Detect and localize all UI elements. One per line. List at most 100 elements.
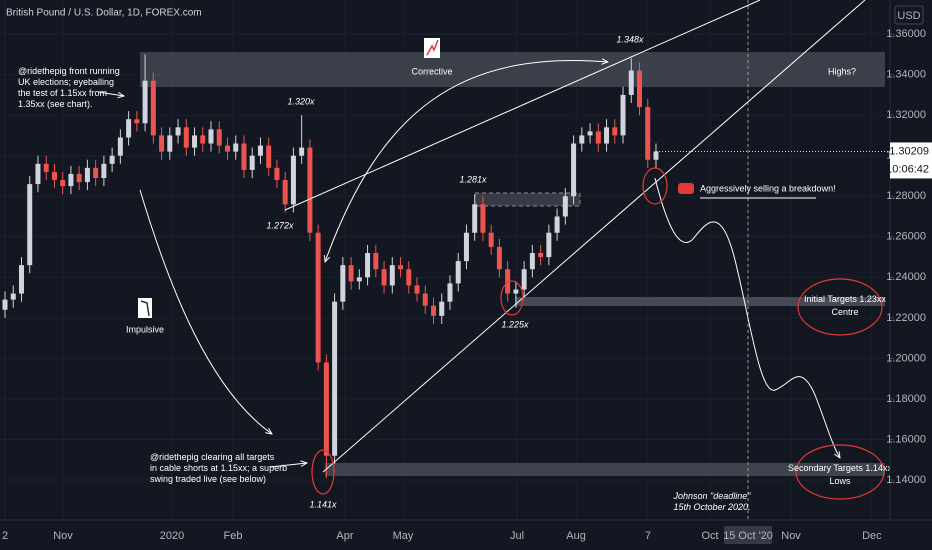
pointer-arrow (269, 463, 307, 468)
candle-body (414, 285, 420, 294)
currency: USD (897, 10, 920, 22)
x-tick-label: Aug (566, 530, 586, 542)
candle-body (554, 216, 560, 233)
icon (138, 298, 152, 318)
candle-body (373, 253, 379, 270)
candle-body (18, 265, 24, 294)
icon (678, 183, 694, 194)
note-line: the test of 1.15xx from (18, 88, 107, 98)
y-tick-label: 1.24000 (886, 271, 926, 283)
candle-body (27, 184, 33, 266)
note-line: @ridethepig front running (18, 66, 120, 76)
y-tick-label: 1.16000 (886, 433, 926, 445)
candle-body (348, 265, 354, 282)
level-label: 1.225x (501, 319, 529, 329)
note: Corrective (411, 66, 452, 76)
candle-body (299, 147, 305, 156)
note-line: swing traded live (see below) (150, 474, 266, 484)
y-tick-label: 1.20000 (886, 352, 926, 364)
candle-body (546, 232, 552, 258)
note-line: Johnson "deadline" (673, 491, 752, 501)
candle-body (620, 94, 626, 136)
candle-body (422, 293, 428, 306)
candle-body (290, 155, 296, 205)
note-line: 1.35xx (see chart). (18, 99, 93, 109)
candle-body (175, 127, 181, 136)
candle-body (266, 145, 272, 168)
note: Highs? (828, 66, 856, 76)
candle-body (595, 131, 601, 144)
candle-body (249, 155, 255, 170)
candle-body (51, 171, 57, 181)
x-tick-label: 2 (2, 530, 8, 542)
note: Initial Targets 1.23xx Centre (804, 294, 886, 317)
icon (426, 39, 439, 56)
candle-body (35, 163, 41, 185)
note-line: Lows (829, 476, 851, 486)
corrective-arrow (325, 61, 608, 262)
candle-body (587, 131, 593, 136)
time-axis (0, 520, 932, 550)
y-tick-label: 1.32000 (886, 109, 926, 121)
candle-body (488, 232, 494, 247)
impulsive-arrow (139, 189, 272, 434)
circle (795, 444, 885, 500)
x-tick-label: Oct (701, 530, 718, 542)
candle-body (332, 301, 338, 456)
candle-body (365, 253, 371, 278)
candle-body (43, 163, 49, 172)
note: Johnson "deadline" 15th October 2020. (673, 491, 752, 512)
note: @ridethepig clearing all targets in cable… (150, 452, 287, 484)
currency-box (894, 5, 924, 25)
note: Impulsive (126, 324, 164, 334)
candle-body (109, 155, 115, 164)
candle-body (521, 269, 527, 290)
y-tick-label: 1.18000 (886, 393, 926, 405)
candle-body (282, 180, 288, 205)
level-label: 1.141x (309, 499, 337, 509)
y-tick-label: 1.34000 (886, 69, 926, 81)
x-tick-highlight (724, 526, 773, 544)
candle-body (216, 129, 222, 146)
candle-body (10, 293, 16, 300)
candle-body (579, 135, 585, 144)
candle-body (628, 70, 634, 95)
note-line: @ridethepig clearing all targets (150, 452, 275, 462)
candle-body (356, 277, 362, 282)
circle (797, 278, 883, 336)
level-label: 1.320x (287, 96, 315, 106)
note-line: 15th October 2020. (673, 502, 750, 512)
drawings (97, 0, 866, 473)
candle-body (604, 127, 610, 144)
candle-body (612, 127, 618, 136)
candle-body (126, 119, 132, 138)
candle-body (447, 283, 453, 302)
candle-body (398, 265, 404, 270)
level-label: 1.281x (459, 174, 487, 184)
candle-body (224, 145, 230, 152)
price-axis (890, 0, 932, 550)
countdown: 10:06:42 (886, 163, 929, 175)
note: Aggressively selling a breakdown! (700, 183, 836, 193)
candle-body (208, 129, 214, 144)
candle-body (430, 305, 436, 316)
candle-body (68, 173, 74, 187)
candle-body (505, 269, 511, 294)
candle-body (257, 145, 263, 156)
highs-zone (140, 52, 885, 87)
y-tick-label: 1.36000 (886, 28, 926, 40)
candle-body (636, 70, 642, 108)
candle-body (406, 269, 412, 286)
x-tick-label: Nov (781, 530, 801, 542)
candle-body (76, 173, 82, 183)
y-tick-label: 1.14000 (886, 474, 926, 486)
note: Secondary Targets 1.14xx Lows (788, 463, 892, 486)
candle-body (472, 204, 478, 233)
candle-body (513, 289, 519, 294)
initial-target-zone (515, 297, 885, 306)
candle-body (323, 362, 329, 456)
circle (311, 449, 335, 495)
chart-title: British Pound / U.S. Dollar, 1D, FOREX.c… (6, 8, 202, 19)
candle-body (2, 299, 8, 310)
